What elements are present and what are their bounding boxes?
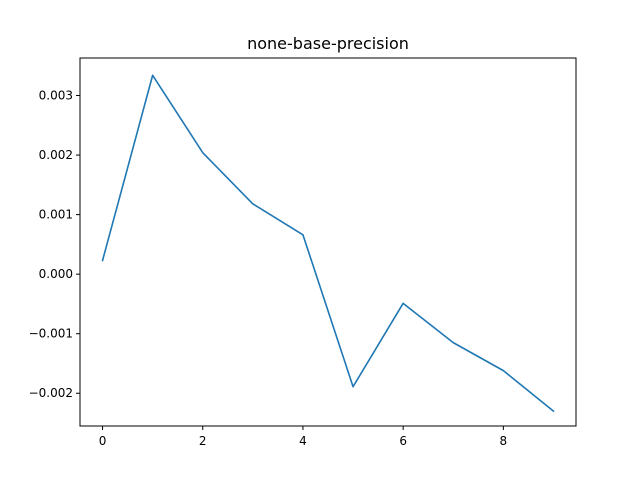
x-tick-label: 6 (399, 434, 407, 448)
series-line-0 (101, 74, 555, 413)
y-tick-label: 0.000 (39, 267, 73, 281)
y-tick-label: 0.001 (39, 208, 73, 222)
x-tick-label: 4 (299, 434, 307, 448)
x-tick-label: 8 (500, 434, 508, 448)
y-tick-label: −0.001 (29, 327, 73, 341)
y-tick-label: 0.002 (39, 148, 73, 162)
y-tick-label: −0.002 (29, 386, 73, 400)
x-tick-label: 0 (99, 434, 107, 448)
chart-title: none-base-precision (247, 34, 409, 53)
x-axis: 0 2 4 6 8 (99, 426, 507, 448)
plot-area (101, 74, 555, 413)
y-axis: 0.003 0.002 0.001 0.000 −0.001 −0.002 (29, 89, 80, 400)
x-tick-label: 2 (199, 434, 207, 448)
y-tick-label: 0.003 (39, 89, 73, 103)
axes-frame (79, 57, 577, 427)
